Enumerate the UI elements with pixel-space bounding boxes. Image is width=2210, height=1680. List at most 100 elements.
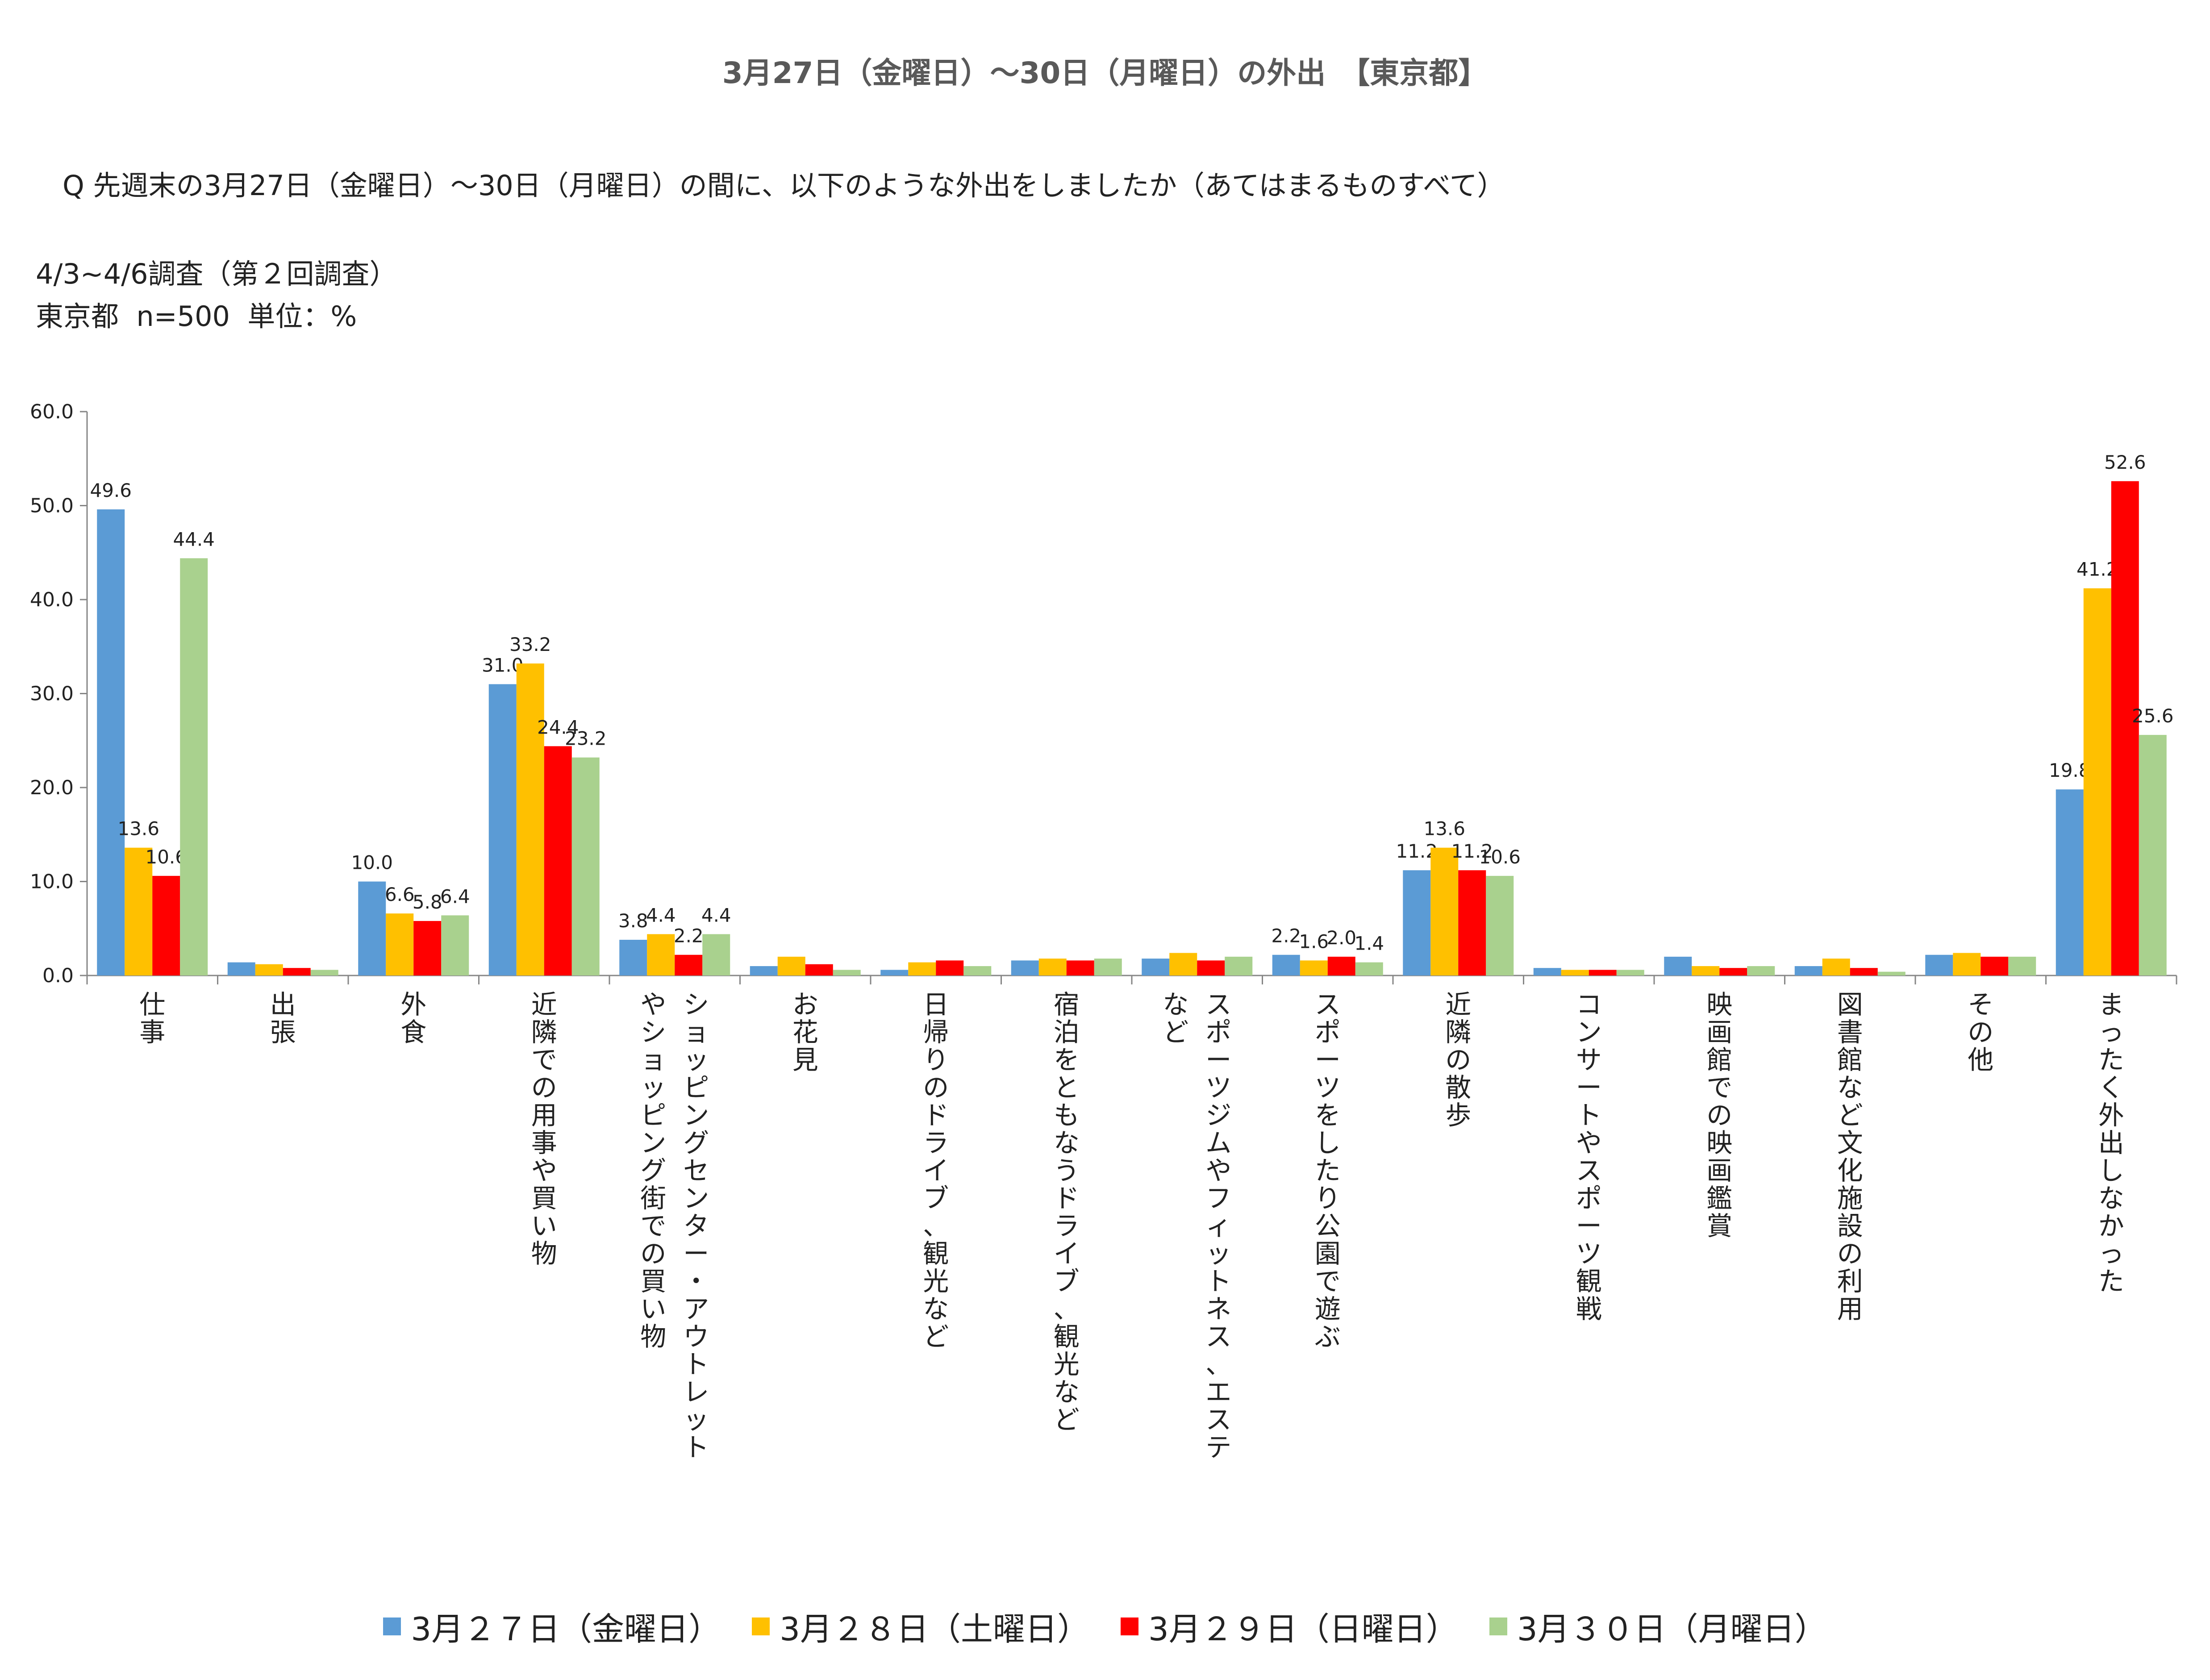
bar-1-series-1 (255, 964, 283, 975)
data-label-2-series-0: 10.0 (351, 852, 393, 874)
bar-12-series-0 (1664, 956, 1692, 975)
bar-5-series-1 (777, 956, 805, 975)
y-tick-label-3: 30.0 (30, 683, 74, 705)
bar-0-series-0 (97, 509, 125, 975)
bar-9-series-0 (1272, 955, 1300, 975)
bar-6-series-3 (963, 966, 992, 975)
chart-title: 3月27日（金曜日）～30日（月曜日）の外出 【東京都】 (722, 56, 1488, 90)
legend-swatch-series-1 (752, 1617, 770, 1635)
x-category-label-3-line-0: 近隣での用事や買い物 (531, 989, 557, 1269)
bar-10-series-2 (1458, 870, 1486, 975)
data-label-4-series-0: 3.8 (618, 910, 648, 932)
legend-item-series-1: 3月２８日（土曜日） (752, 1603, 1089, 1650)
y-tick-label-2: 20.0 (30, 776, 74, 799)
bar-4-series-1 (647, 934, 675, 975)
bar-7-series-2 (1066, 960, 1094, 975)
x-category-label-0-line-0: 仕事 (139, 989, 165, 1047)
bar-2-series-3 (441, 915, 469, 975)
bar-0-series-3 (180, 558, 208, 975)
data-label-15-series-2: 52.6 (2104, 451, 2146, 473)
legend-label-series-1: 3月２８日（土曜日） (780, 1610, 1089, 1648)
bar-11-series-3 (1616, 970, 1644, 975)
x-category-label-9-line-0: スポーツをしたり公園で遊ぶ (1315, 989, 1341, 1352)
bar-14-series-3 (2008, 956, 2036, 975)
y-tick-label-5: 50.0 (30, 495, 74, 517)
x-category-label-7-line-0: 宿泊をともなうドライブ、観光など (1054, 989, 1080, 1435)
y-tick-label-1: 10.0 (30, 871, 74, 893)
bar-15-series-0 (2056, 789, 2084, 975)
bar-3-series-3 (571, 757, 600, 975)
bar-3-series-0 (488, 684, 517, 975)
bar-6-series-1 (908, 962, 936, 975)
bar-8-series-1 (1169, 953, 1197, 975)
legend-item-series-3: 3月３０日（月曜日） (1489, 1603, 1827, 1650)
bar-6-series-0 (880, 970, 909, 975)
bar-7-series-3 (1094, 959, 1122, 975)
data-label-4-series-3: 4.4 (701, 904, 731, 926)
bar-9-series-2 (1327, 956, 1355, 975)
bar-0-series-2 (152, 875, 180, 975)
legend-swatch-series-0 (383, 1617, 401, 1635)
bar-5-series-0 (750, 966, 778, 975)
data-label-4-series-1: 4.4 (646, 904, 676, 926)
x-category-label-1-line-0: 出張 (270, 989, 296, 1047)
bar-2-series-2 (413, 921, 442, 975)
bar-13-series-0 (1794, 966, 1822, 975)
x-category-label-8-line-1: など (1163, 989, 1188, 1047)
bar-2-series-1 (386, 913, 414, 975)
bar-0-series-1 (125, 847, 153, 975)
bar-5-series-2 (805, 964, 833, 975)
y-tick-label-0: 0.0 (42, 964, 74, 987)
x-category-label-12-line-0: 映画館での映画鑑賞 (1706, 989, 1732, 1241)
data-label-3-series-2: 24.4 (537, 716, 579, 738)
sample-info: 東京都 n=500 単位：% (36, 300, 357, 333)
survey-period: 4/3~4/6調査（第２回調査） (36, 258, 397, 290)
bar-2-series-0 (358, 881, 386, 975)
bar-11-series-1 (1561, 970, 1589, 975)
bar-15-series-1 (2083, 588, 2111, 975)
bar-9-series-1 (1300, 960, 1328, 975)
data-label-10-series-2: 11.2 (1451, 840, 1493, 862)
bar-12-series-3 (1747, 966, 1775, 975)
legend-item-series-0: 3月２７日（金曜日） (383, 1603, 721, 1650)
bar-14-series-2 (1981, 956, 2009, 975)
bar-1-series-3 (310, 970, 338, 975)
bar-13-series-3 (1877, 971, 1906, 975)
bar-3-series-1 (516, 663, 544, 975)
bar-15-series-2 (2111, 481, 2139, 975)
data-label-0-series-3: 44.4 (173, 528, 215, 550)
data-label-15-series-3: 25.6 (2132, 705, 2174, 727)
bar-11-series-2 (1589, 970, 1617, 975)
x-category-label-8-line-0: スポーツジムやフィットネス、エステ (1205, 989, 1231, 1463)
bar-9-series-3 (1355, 962, 1383, 975)
x-category-label-5-line-0: お花見 (792, 989, 818, 1075)
bar-10-series-3 (1486, 875, 1514, 975)
legend-label-series-2: 3月２９日（日曜日） (1148, 1610, 1458, 1648)
data-label-2-series-1: 6.6 (385, 884, 415, 905)
bar-4-series-0 (619, 940, 647, 975)
bar-15-series-3 (2139, 735, 2167, 975)
data-label-10-series-1: 13.6 (1423, 818, 1465, 840)
data-label-9-series-2: 2.0 (1326, 927, 1356, 949)
x-category-label-4-line-0: ショッピングセンター・アウトレット (683, 989, 709, 1463)
data-label-9-series-0: 2.2 (1271, 925, 1301, 947)
bar-5-series-3 (833, 970, 861, 975)
legend-swatch-series-3 (1489, 1617, 1507, 1635)
x-category-label-13-line-0: 図書館など文化施設の利用 (1837, 989, 1863, 1324)
data-label-9-series-1: 1.6 (1299, 930, 1329, 952)
bar-12-series-2 (1719, 968, 1747, 975)
bar-8-series-3 (1225, 956, 1253, 975)
bar-1-series-2 (283, 968, 311, 975)
bar-4-series-3 (702, 934, 730, 975)
question-text: Q 先週末の3月27日（金曜日）～30日（月曜日）の間に、以下のような外出をしま… (63, 169, 1505, 202)
bar-11-series-0 (1533, 968, 1561, 975)
x-category-label-11-line-0: コンサートやスポーツ観戦 (1576, 989, 1602, 1324)
y-tick-label-6: 60.0 (30, 400, 74, 423)
legend-swatch-series-2 (1121, 1617, 1138, 1635)
legend-item-series-2: 3月２９日（日曜日） (1121, 1603, 1458, 1650)
data-label-4-series-2: 2.2 (674, 925, 704, 947)
data-label-10-series-3: 10.6 (1479, 846, 1521, 868)
legend: 3月２７日（金曜日） 3月２８日（土曜日） 3月２９日（日曜日） 3月３０日（月… (0, 1603, 2210, 1650)
bar-7-series-1 (1038, 959, 1067, 975)
bar-13-series-1 (1822, 959, 1850, 975)
